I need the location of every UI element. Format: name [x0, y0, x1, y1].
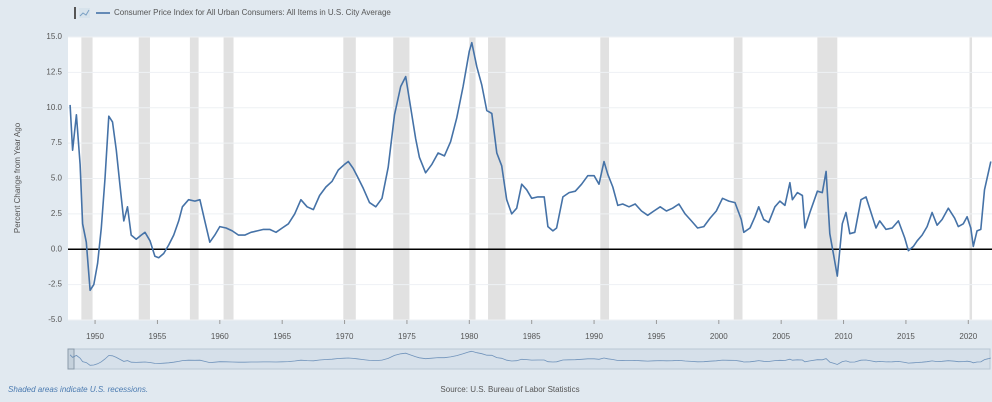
x-tick-label: 1970 — [336, 332, 354, 341]
y-tick-label: 7.5 — [51, 138, 63, 147]
y-tick-label: 10.0 — [46, 103, 62, 112]
icon-line — [79, 9, 90, 17]
icon-bar — [74, 7, 76, 19]
y-tick-label: -2.5 — [48, 280, 62, 289]
y-tick-label: -5.0 — [48, 315, 62, 324]
x-tick-label: 1985 — [523, 332, 541, 341]
y-tick-label: 0.0 — [51, 244, 63, 253]
x-tick-label: 1950 — [86, 332, 104, 341]
y-tick-label: 2.5 — [51, 209, 63, 218]
y-tick-label: 12.5 — [46, 67, 62, 76]
source-note: Source: U.S. Bureau of Labor Statistics — [440, 385, 579, 394]
x-tick-label: 2015 — [897, 332, 915, 341]
x-tick-label: 1990 — [585, 332, 603, 341]
x-tick-label: 2020 — [959, 332, 977, 341]
navigator-handle[interactable] — [67, 348, 75, 370]
legend-icon — [74, 7, 90, 19]
navigator — [67, 348, 991, 370]
navigator-line — [69, 350, 991, 366]
legend-label: Consumer Price Index for All Urban Consu… — [114, 8, 391, 17]
x-tick-label: 2000 — [710, 332, 728, 341]
x-tick-label: 2005 — [772, 332, 790, 341]
x-tick-label: 1955 — [149, 332, 167, 341]
x-tick-label: 1995 — [648, 332, 666, 341]
recession-note: Shaded areas indicate U.S. recessions. — [8, 385, 148, 394]
x-tick-label: 1980 — [460, 332, 478, 341]
series-line — [69, 41, 992, 292]
x-tick-label: 1965 — [273, 332, 291, 341]
y-axis-label: Percent Change from Year Ago — [13, 122, 22, 233]
icon-box — [79, 8, 90, 18]
x-tick-label: 1975 — [398, 332, 416, 341]
x-tick-label: 2010 — [835, 332, 853, 341]
y-tick-label: 5.0 — [51, 174, 63, 183]
x-tick-label: 1960 — [211, 332, 229, 341]
y-tick-label: 15.0 — [46, 32, 62, 41]
